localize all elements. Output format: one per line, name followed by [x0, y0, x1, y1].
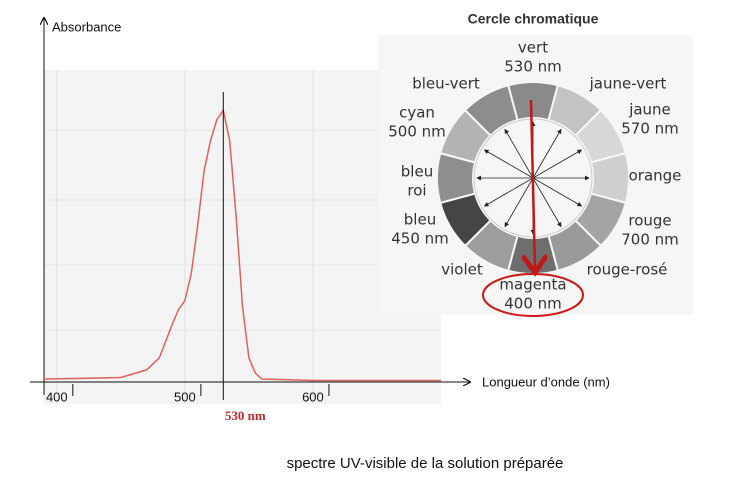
red-arrow	[531, 99, 535, 270]
wheel-label: magenta	[499, 276, 566, 294]
x-tick-label: 500	[174, 389, 196, 404]
wheel-label: orange	[629, 167, 682, 185]
wheel-segment	[463, 84, 519, 137]
wheel-label: bleu-vert	[412, 75, 480, 93]
wheel-arrow	[483, 149, 534, 179]
wheel-label: vert	[518, 39, 548, 57]
wheel-label: cyan	[399, 104, 435, 122]
plot-area	[44, 70, 441, 404]
x-axis-label: Longueur d’onde (nm)	[482, 374, 610, 389]
highlight-ellipse	[482, 273, 584, 317]
peak-label: 530 nm	[225, 408, 266, 423]
wheel-label: roi	[407, 182, 426, 200]
x-tick-label: 600	[302, 389, 324, 404]
caption: spectre UV-visible de la solution prépar…	[287, 455, 564, 472]
wheel-label: rouge-rosé	[587, 261, 668, 279]
wheel-arrow	[504, 177, 534, 228]
wheel-arrow	[504, 128, 534, 179]
wheel-label: bleu	[401, 163, 433, 181]
wheel-arrow	[532, 177, 583, 207]
wheel-label: 450 nm	[391, 230, 449, 248]
wheel-label: 500 nm	[388, 123, 446, 141]
wheel-arrow	[532, 128, 562, 179]
wheel-label: 700 nm	[621, 231, 679, 249]
absorbance-curve	[43, 108, 441, 382]
wheel-arrow	[483, 177, 534, 207]
wheel-label: jaune-vert	[589, 75, 667, 93]
wheel-title: Cercle chromatique	[468, 11, 599, 27]
wheel-label: 530 nm	[504, 58, 562, 76]
wheel-label: bleu	[404, 211, 436, 229]
y-axis-label: Absorbance	[52, 19, 121, 34]
wheel-label: 400 nm	[504, 295, 562, 313]
wheel-arrow	[532, 149, 583, 179]
wheel-label: violet	[441, 261, 483, 279]
x-tick-label: 400	[46, 389, 68, 404]
wheel-arrow	[532, 177, 562, 228]
wheel-label: 570 nm	[621, 120, 679, 138]
wheel-label: jaune	[628, 101, 671, 119]
wheel-label: rouge	[628, 212, 671, 230]
